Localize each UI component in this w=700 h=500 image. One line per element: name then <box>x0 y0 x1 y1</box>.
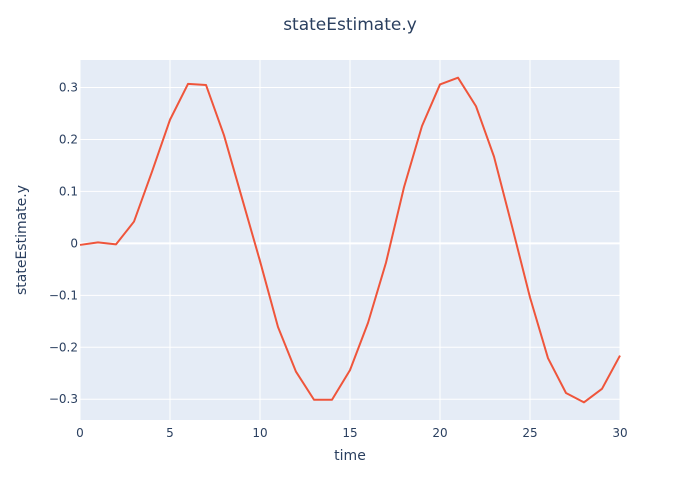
x-tick-label: 30 <box>612 426 627 440</box>
chart-title: stateEstimate.y <box>283 15 417 35</box>
x-tick-label: 25 <box>522 426 537 440</box>
x-axis-title: time <box>334 448 366 464</box>
y-tick-label: −0.3 <box>49 392 78 406</box>
y-axis-title: stateEstimate.y <box>14 185 30 295</box>
y-tick-labels: 0.3 0.2 0.1 0 −0.1 −0.2 −0.3 <box>49 81 78 407</box>
series-layer <box>79 76 621 404</box>
y-tick-label: 0.3 <box>59 81 78 95</box>
x-tick-label: 20 <box>432 426 447 440</box>
y-tick-label: −0.2 <box>49 340 78 354</box>
series-line <box>79 76 621 404</box>
y-tick-label: 0.2 <box>59 132 78 146</box>
y-tick-label: 0.1 <box>59 184 78 198</box>
x-tick-label: 5 <box>166 426 174 440</box>
grid-lines <box>79 60 621 420</box>
x-tick-label: 15 <box>342 426 357 440</box>
x-tick-label: 10 <box>252 426 267 440</box>
x-tick-labels: 0 5 10 15 20 25 30 <box>76 426 627 440</box>
y-tick-label: 0 <box>70 236 78 250</box>
y-tick-label: −0.1 <box>49 288 78 302</box>
x-tick-label: 0 <box>76 426 84 440</box>
